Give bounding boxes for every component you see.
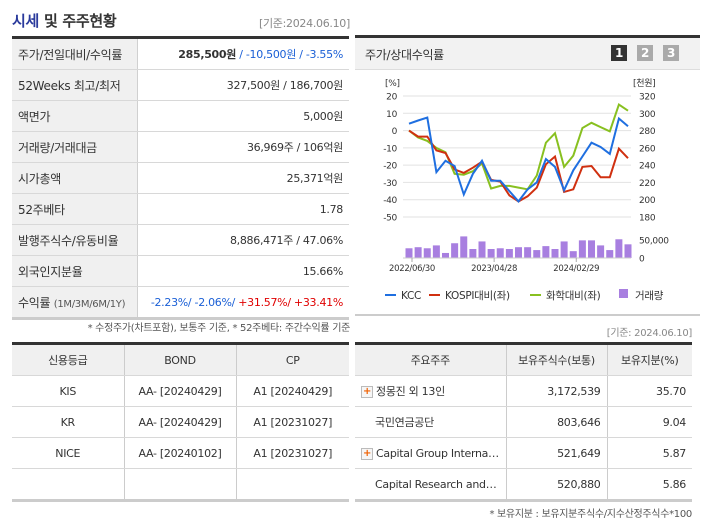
volume-bar — [588, 240, 595, 258]
volume-bar — [432, 245, 440, 258]
y-tick-right: 180 — [639, 214, 656, 224]
volume-bar — [405, 248, 413, 258]
table-row: NICE AA- [20240102] A1 [20231027] — [12, 437, 349, 469]
y-tick-left: -50 — [383, 214, 397, 224]
basis-date: [기준:2024.06.10] — [258, 17, 350, 30]
volume-bar — [515, 247, 522, 258]
y-tick-left: -30 — [383, 179, 397, 189]
series-line-kcc — [408, 116, 629, 203]
y-tick-left: -40 — [383, 196, 397, 206]
legend-label: KCC — [401, 290, 421, 302]
table-row: 수익률 (1M/3M/6M/1Y) -2.23%/ -2.06%/ +31.57%… — [12, 286, 349, 319]
volume-bar — [597, 245, 605, 258]
table-row: 시가총액 25,371억원 — [12, 162, 349, 194]
y-tick-right: 280 — [639, 127, 656, 137]
price-summary-table: 주가/전일대비/수익률 285,500원 / -10,500원 / -3.55% … — [12, 36, 349, 320]
y-tick-right: 260 — [639, 144, 656, 154]
chart-page-1-button[interactable]: 1 — [611, 45, 627, 61]
volume-tick: 50,000 — [639, 237, 669, 247]
volume-bar — [442, 252, 449, 258]
y-tick-right: 240 — [639, 162, 656, 172]
legend-swatch — [619, 289, 628, 298]
volume-bar — [460, 236, 468, 258]
volume-bar — [487, 249, 495, 258]
table-row — [12, 468, 349, 501]
y-tick-right: 300 — [639, 110, 656, 120]
volume-bar — [542, 246, 550, 258]
table-row: Capital Research and … 520,880 5.86 — [355, 468, 692, 501]
volume-bar — [578, 240, 586, 258]
volume-bar — [505, 249, 513, 258]
y-tick-left: -10 — [383, 144, 397, 154]
y-tick-left: 20 — [386, 93, 397, 103]
volume-bar — [615, 239, 623, 258]
volume-bar — [551, 249, 559, 258]
volume-bar — [606, 250, 614, 258]
volume-bar — [423, 248, 431, 258]
chart-panel: 주가/상대수익률 1 2 3 20 320 10 300 0 280 -10 260 -20 24… — [355, 35, 700, 316]
chart-page-2-button[interactable]: 2 — [637, 45, 653, 61]
table-row: 52Weeks 최고/최저 327,500원 / 186,700원 — [12, 69, 349, 101]
table-row: 거래량/거래대금 36,969주 / 106억원 — [12, 131, 349, 163]
legend-label: 거래량 — [635, 290, 664, 302]
y-tick-right: 200 — [639, 196, 656, 206]
y-tick-left: 10 — [386, 110, 397, 120]
summary-footnote: * 수정주가(차트포함), 보통주 기준, * 52주베타: 주간수익률 기준 — [87, 323, 351, 334]
x-tick-label: 2024/02/29 — [553, 264, 599, 274]
table-row: 외국인지분율 15.66% — [12, 255, 349, 287]
table-row: + 정몽진 외 13인 3,172,539 35.70 — [355, 375, 692, 407]
series-line-chemical — [408, 103, 629, 191]
volume-tick: 0 — [639, 255, 645, 265]
holders-footnote: * 보유지분 : 보유지분주식수/지수산정주식수*100 — [489, 509, 692, 520]
legend-label: KOSPI대비(좌) — [445, 290, 510, 302]
x-tick-label: 2023/04/28 — [471, 264, 517, 274]
volume-bar — [560, 241, 568, 258]
volume-bar — [469, 249, 477, 258]
credit-rating-table: 신용등급 BOND CP KIS AA- [20240429] A1 [20240429… — [12, 342, 349, 502]
table-row: 국민연금공단 803,646 9.04 — [355, 406, 692, 438]
table-row: KIS AA- [20240429] A1 [20240429] — [12, 375, 349, 407]
expand-icon[interactable]: + — [361, 447, 373, 460]
volume-bar — [414, 247, 422, 258]
volume-bar — [524, 247, 532, 258]
volume-bar — [478, 241, 486, 258]
holders-basis-date: [기준: 2024.06.10] — [606, 328, 693, 339]
y-tick-right: 220 — [639, 179, 656, 189]
table-row: 액면가 5,000원 — [12, 100, 349, 132]
volume-bar — [569, 251, 577, 258]
y-tick-left: -20 — [383, 162, 397, 172]
legend-label: 화학대비(좌) — [546, 290, 601, 302]
table-row: KR AA- [20240429] A1 [20231027] — [12, 406, 349, 438]
y-tick-left: 0 — [392, 127, 398, 137]
volume-bar — [533, 250, 541, 258]
x-tick-label: 2022/06/30 — [389, 264, 435, 274]
table-row: 발행주식수/유동비율 8,886,471주 / 47.06% — [12, 224, 349, 256]
major-shareholders-table: 주요주주 보유주식수(보통) 보유지분(%) + 정몽진 외 13인 3,172,539… — [355, 342, 692, 502]
table-row: 주가/전일대비/수익률 285,500원 / -10,500원 / -3.55% — [12, 37, 349, 70]
y-tick-right: 320 — [639, 93, 656, 103]
right-axis-unit: [천원] — [633, 78, 655, 89]
chart-page-3-button[interactable]: 3 — [663, 45, 679, 61]
expand-icon[interactable]: + — [361, 386, 373, 398]
price-chart: 20 320 10 300 0 280 -10 260 -20 240 -30 220 -40 200 -5… — [383, 78, 669, 302]
left-axis-unit: [%] — [385, 79, 400, 89]
volume-bar — [624, 244, 632, 258]
table-row: + Capital Group Internati… 521,649 5.87 — [355, 437, 692, 469]
volume-bar — [496, 248, 504, 258]
volume-bar — [451, 243, 459, 258]
chart-title: 주가/상대수익률 — [365, 48, 444, 62]
section-title: 시세 및 주주현황 — [12, 12, 117, 30]
table-row: 52주베타 1.78 — [12, 193, 349, 225]
